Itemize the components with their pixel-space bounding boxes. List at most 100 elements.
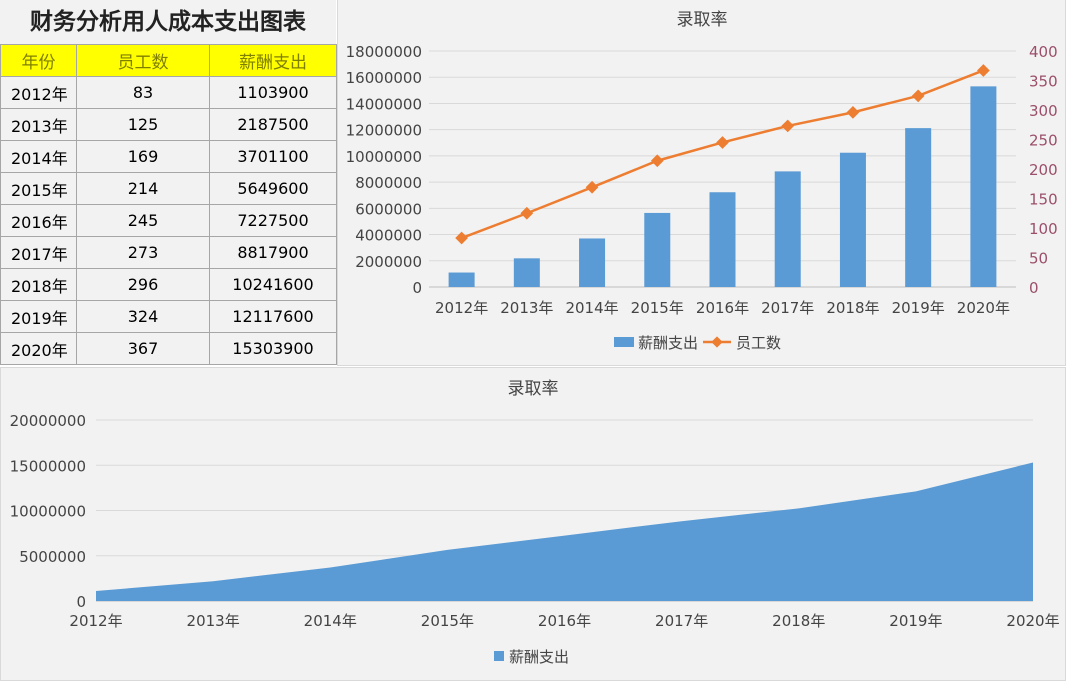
cell-year[interactable]: 2020年: [0, 332, 77, 365]
area-chart-svg: 录取率 0 5000000 10000000 15000000 20000000 2012年…: [10, 379, 1060, 666]
x-tick-label: 2015年: [421, 612, 474, 630]
cell-employees[interactable]: 169: [76, 140, 210, 173]
y-tick-label: 15000000: [10, 457, 86, 475]
legend-bar-swatch: [614, 337, 634, 347]
legend-label: 员工数: [736, 334, 781, 352]
chart-title: 录取率: [508, 379, 559, 399]
line-marker: [911, 89, 925, 103]
x-tick-label: 2020年: [957, 299, 1010, 317]
x-tick-label: 2017年: [655, 612, 708, 630]
bar: [644, 212, 671, 287]
y2-tick-label: 400: [1029, 43, 1058, 61]
y-tick-label: 4000000: [355, 227, 422, 245]
y-tick-label: 2000000: [355, 253, 422, 271]
line-marker: [716, 136, 729, 149]
bar: [709, 192, 736, 287]
y-tick-label: 6000000: [355, 200, 422, 218]
chart-title: 录取率: [677, 10, 728, 30]
cell-employees[interactable]: 214: [76, 172, 210, 205]
cell-year[interactable]: 2019年: [0, 300, 77, 333]
y-tick-label: 10000000: [10, 503, 86, 521]
combo-chart-svg: 录取率 0 2000000 4000000 6000000 8000000 10000000…: [346, 10, 1058, 352]
bar: [579, 238, 606, 287]
x-tick-label: 2014年: [304, 612, 357, 630]
x-tick-label: 2012年: [435, 299, 488, 317]
x-tick-label: 2016年: [538, 612, 591, 630]
table-header-row: 年份 员工数 薪酬支出: [0, 44, 337, 77]
y2-tick-label: 250: [1029, 132, 1058, 150]
cell-year[interactable]: 2016年: [0, 204, 77, 237]
x-tick-label: 2014年: [565, 299, 618, 317]
area-chart[interactable]: 录取率 0 5000000 10000000 15000000 20000000 2012年…: [0, 367, 1066, 681]
cell-salary[interactable]: 2187500: [209, 108, 337, 141]
x-tick-label: 2019年: [892, 299, 945, 317]
line-marker: [585, 180, 599, 194]
cell-employees[interactable]: 296: [76, 268, 210, 301]
legend-line-marker: [711, 336, 723, 348]
y-tick-label: 14000000: [346, 95, 422, 113]
cell-salary[interactable]: 10241600: [209, 268, 337, 301]
bar: [839, 152, 866, 287]
header-salary[interactable]: 薪酬支出: [209, 44, 337, 77]
cell-salary[interactable]: 5649600: [209, 172, 337, 205]
cell-year[interactable]: 2018年: [0, 268, 77, 301]
y-tick-label: 5000000: [19, 548, 86, 566]
cell-salary[interactable]: 12117600: [209, 300, 337, 333]
legend-area-swatch: [494, 651, 504, 661]
cell-year[interactable]: 2014年: [0, 140, 77, 173]
table-row: 2018年 296 10241600: [0, 268, 337, 301]
combo-chart[interactable]: 录取率 0 2000000 4000000 6000000 8000000 10000000…: [337, 0, 1066, 366]
cell-employees[interactable]: 273: [76, 236, 210, 269]
bar: [970, 86, 997, 287]
table-row: 2012年 83 1103900: [0, 76, 337, 109]
line-marker: [846, 105, 860, 119]
cell-employees[interactable]: 125: [76, 108, 210, 141]
x-tick-label: 2016年: [696, 299, 749, 317]
bar: [774, 171, 801, 287]
cell-salary[interactable]: 3701100: [209, 140, 337, 173]
y2-tick-label: 300: [1029, 102, 1058, 120]
x-tick-label: 2020年: [1006, 612, 1059, 630]
cell-salary[interactable]: 15303900: [209, 332, 337, 365]
cell-salary[interactable]: 8817900: [209, 236, 337, 269]
x-tick-label: 2015年: [631, 299, 684, 317]
y2-tick-label: 50: [1029, 250, 1048, 268]
cell-employees[interactable]: 245: [76, 204, 210, 237]
cell-year[interactable]: 2012年: [0, 76, 77, 109]
cell-employees[interactable]: 83: [76, 76, 210, 109]
area-series: [96, 462, 1033, 601]
bar: [448, 272, 475, 287]
header-employees[interactable]: 员工数: [76, 44, 210, 77]
x-tick-label: 2013年: [187, 612, 240, 630]
data-table: 年份 员工数 薪酬支出 2012年 83 1103900 2013年 125 218750…: [0, 44, 337, 365]
line-marker: [520, 206, 534, 220]
legend-label: 薪酬支出: [638, 334, 698, 352]
cell-employees[interactable]: 367: [76, 332, 210, 365]
table-row: 2017年 273 8817900: [0, 236, 337, 269]
y2-tick-label: 200: [1029, 161, 1058, 179]
x-tick-label: 2013年: [500, 299, 553, 317]
table-row: 2020年 367 15303900: [0, 332, 337, 365]
header-year[interactable]: 年份: [0, 44, 77, 77]
cell-salary[interactable]: 7227500: [209, 204, 337, 237]
cell-employees[interactable]: 324: [76, 300, 210, 333]
y2-tick-label: 150: [1029, 191, 1058, 209]
bar: [513, 258, 540, 287]
x-tick-label: 2017年: [761, 299, 814, 317]
y2-tick-label: 0: [1029, 279, 1039, 297]
y2-tick-label: 100: [1029, 220, 1058, 238]
cell-year[interactable]: 2013年: [0, 108, 77, 141]
x-tick-label: 2019年: [889, 612, 942, 630]
legend-label: 薪酬支出: [509, 648, 569, 666]
cell-salary[interactable]: 1103900: [209, 76, 337, 109]
y-tick-label: 20000000: [10, 412, 86, 430]
cell-year[interactable]: 2017年: [0, 236, 77, 269]
x-tick-label: 2018年: [772, 612, 825, 630]
y-tick-label: 0: [412, 279, 422, 297]
x-tick-label: 2018年: [826, 299, 879, 317]
cell-year[interactable]: 2015年: [0, 172, 77, 205]
y-tick-label: 8000000: [355, 174, 422, 192]
x-tick-label: 2012年: [69, 612, 122, 630]
table-row: 2013年 125 2187500: [0, 108, 337, 141]
line-marker: [977, 64, 990, 77]
